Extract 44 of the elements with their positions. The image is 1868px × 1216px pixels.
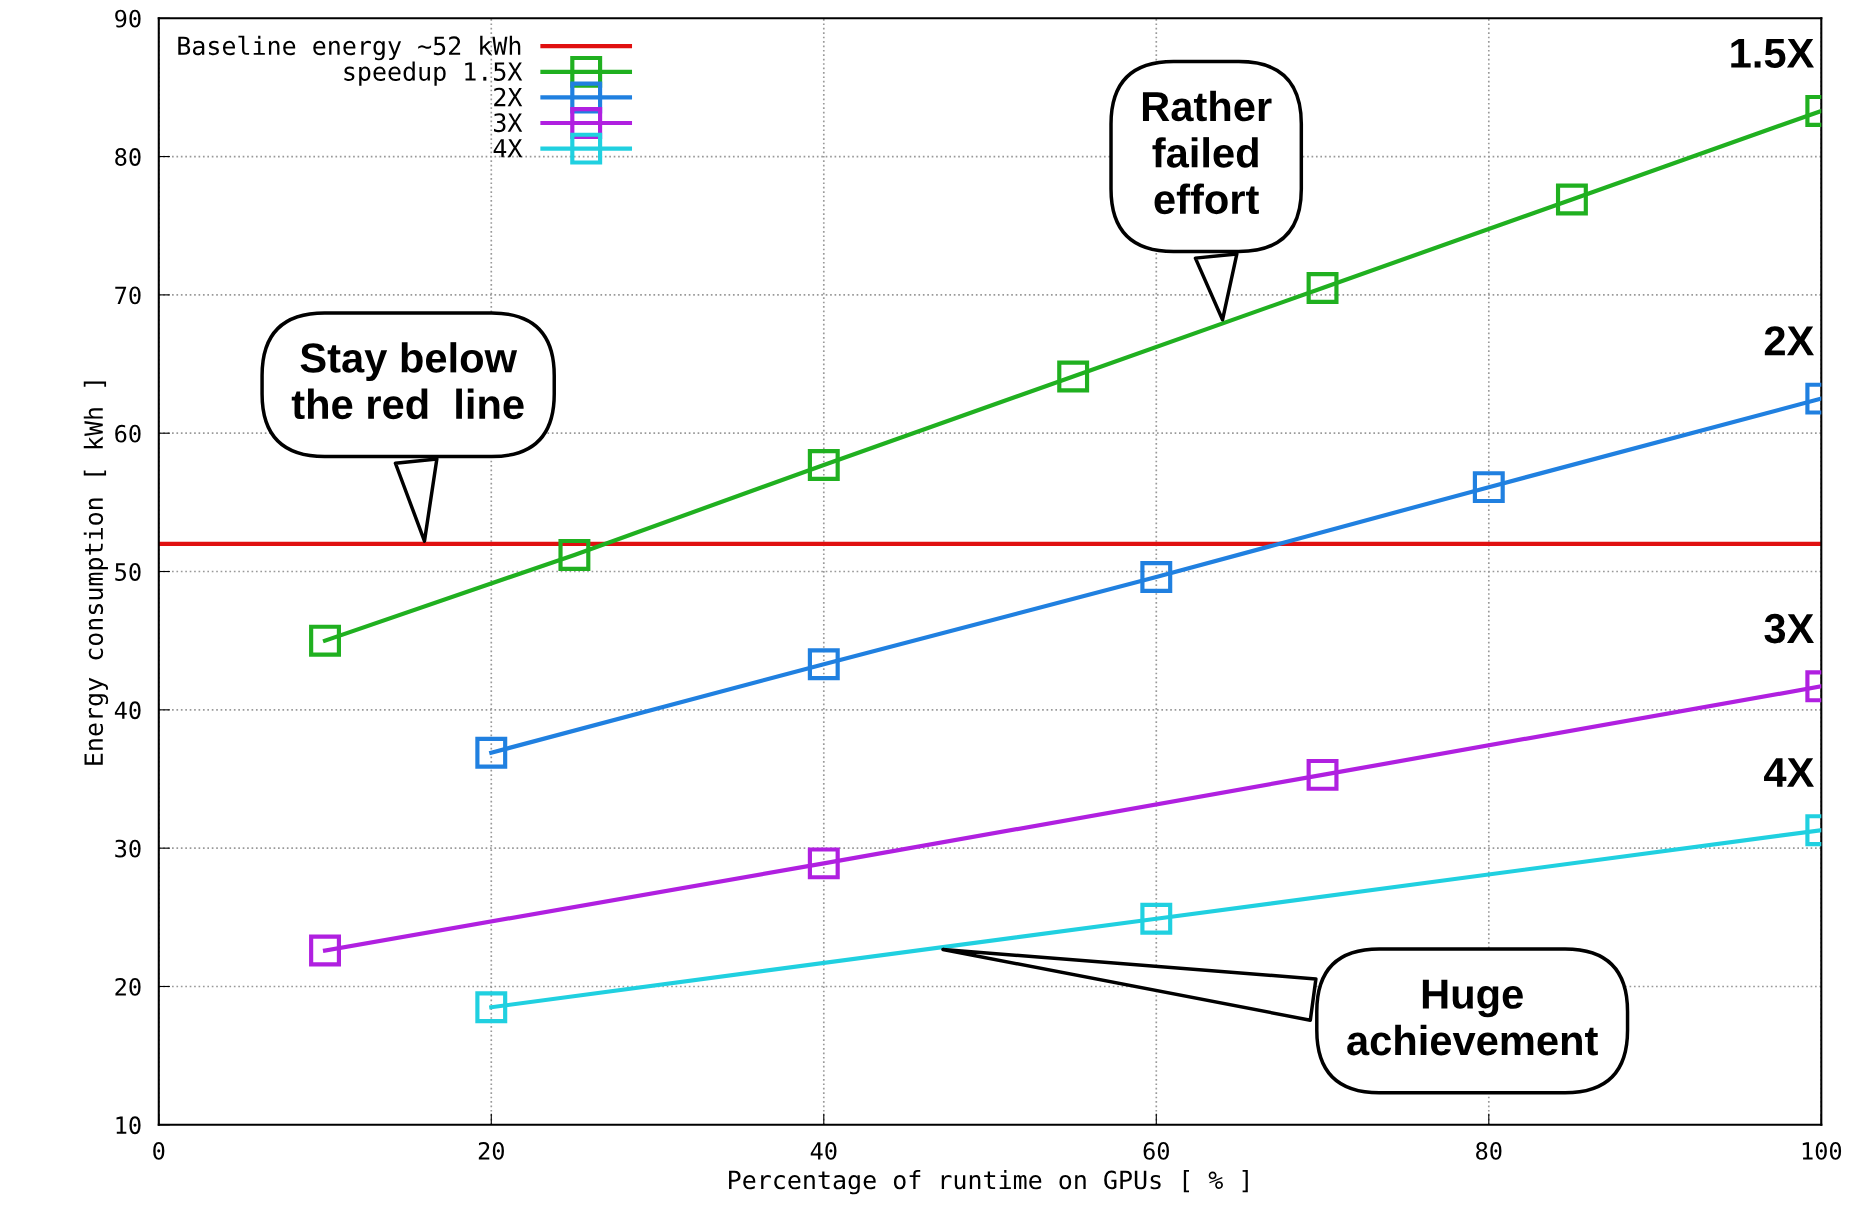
point [309, 934, 342, 967]
point [309, 624, 342, 657]
y-tick-label: 30 [115, 839, 141, 858]
point [1555, 183, 1588, 216]
annotation: Rather failed effort [1142, 90, 1272, 215]
point [807, 648, 840, 681]
legend-label: speedup 1.5X [344, 61, 523, 86]
annotation: 4X [1764, 758, 1814, 787]
y-tick-label: 90 [115, 9, 141, 28]
x-tick-label: 60 [1143, 1142, 1169, 1160]
point [1057, 360, 1090, 393]
y-tick-label: 20 [115, 977, 141, 996]
x-axis-title: Percentage of runtime on GPUs [ % ] [729, 1170, 1248, 1195]
point [807, 449, 840, 481]
legend-label: 4X [493, 139, 523, 158]
point [558, 538, 591, 571]
x-tick-label: 100 [1802, 1142, 1842, 1160]
annotation: 1.5X [1731, 38, 1814, 68]
annotation: 2X [1764, 326, 1814, 356]
point [1472, 471, 1505, 504]
legend-label: 2X [494, 87, 523, 107]
y-tick-label: 80 [115, 148, 141, 166]
point [1306, 271, 1339, 304]
point [475, 991, 508, 1024]
point [807, 847, 840, 880]
x-tick-label: 40 [810, 1142, 837, 1160]
annotation: Stay below the red line [291, 342, 524, 420]
y-tick-label: 50 [115, 563, 141, 581]
point [1306, 758, 1339, 791]
y-axis-title: Energy consumption [ kWh ] [83, 381, 109, 765]
point [475, 736, 508, 769]
x-tick-label: 20 [478, 1142, 504, 1160]
annotation: Huge achievement [1347, 979, 1598, 1056]
point [1140, 902, 1173, 935]
y-tick-label: 40 [114, 701, 141, 720]
x-tick-label: 0 [153, 1142, 165, 1160]
point [1140, 561, 1173, 594]
annotation: 3X [1764, 613, 1814, 644]
legend-label: 3X [494, 113, 523, 133]
y-tick-label: 70 [115, 286, 141, 305]
x-tick-label: 80 [1476, 1142, 1502, 1160]
legend-label: Baseline energy ~52 kWh [178, 35, 521, 61]
y-tick-label: 10 [116, 1116, 141, 1135]
y-tick-label: 60 [115, 424, 141, 443]
